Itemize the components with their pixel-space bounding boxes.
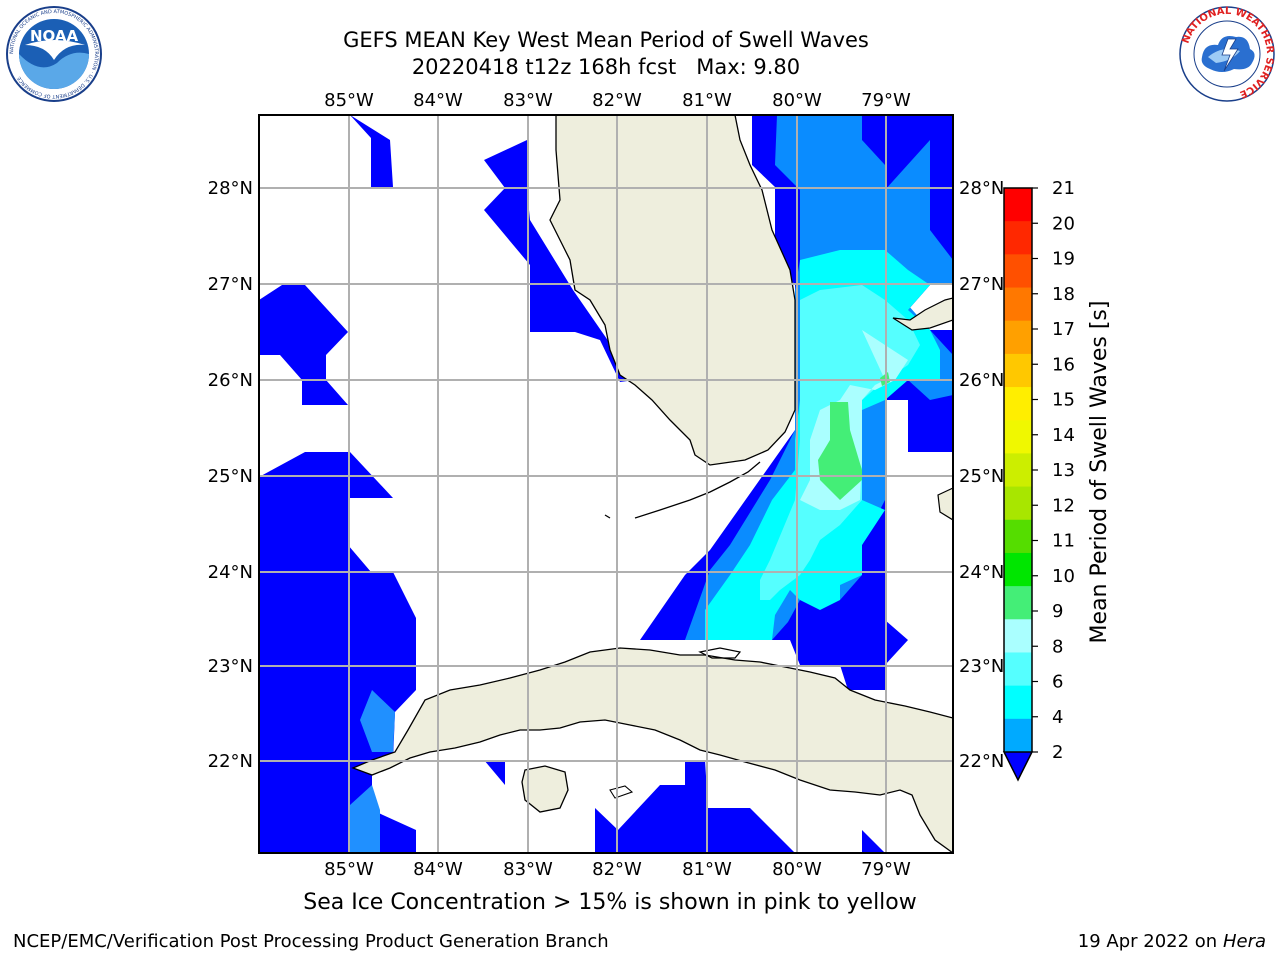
colorbar-segment [1004,519,1032,554]
lon-label: 80°W [772,90,822,111]
lon-label: 82°W [592,859,642,880]
lat-label: 26°N [959,370,1004,391]
colorbar-segment [1004,287,1032,322]
colorbar-segment [1004,387,1032,421]
lat-label: 25°N [959,466,1004,487]
graticule [259,115,953,853]
lat-labels-left: 28°N 27°N 26°N 25°N 24°N 23°N 22°N [208,178,253,772]
colorbar-tick-label: 4 [1052,707,1063,728]
lat-label: 23°N [208,656,253,677]
grand-bahama [892,297,953,331]
footer-host: Hera [1222,931,1266,952]
colorbar-segment [1004,619,1032,653]
nws-logo: NATIONAL WEATHER SERVICE [1179,6,1275,102]
colorbar-tick-label: 9 [1052,601,1063,622]
lat-label: 27°N [959,274,1004,295]
colorbar-tick-label: 18 [1052,284,1075,305]
colorbar-segment [1004,188,1032,222]
footer-credit: NCEP/EMC/Verification Post Processing Pr… [13,931,609,952]
colorbar-segment [1004,552,1032,587]
lat-label: 22°N [959,751,1004,772]
colorbar-extend-arrow [1002,751,1034,782]
colorbar-tick-label: 15 [1052,390,1075,411]
colorbar-segment [1004,586,1032,620]
lon-label: 80°W [772,859,822,880]
colorbar-tick-label: 10 [1052,566,1075,587]
map-frame [258,114,954,854]
lon-label: 79°W [861,90,911,111]
lat-label: 28°N [208,178,253,199]
colorbar-tick-label: 12 [1052,495,1075,516]
colorbar-tick-label: 8 [1052,636,1063,657]
lon-label: 85°W [324,90,374,111]
colorbar-tick-label: 20 [1052,213,1075,234]
colorbar-tick-label: 16 [1052,354,1075,375]
lon-label: 85°W [324,859,374,880]
footer-date-text: 19 Apr 2022 on [1077,931,1218,952]
colorbar-tick-label: 2 [1052,742,1063,763]
colorbar: 21 20 19 18 17 16 15 14 13 12 11 10 9 8 6 4 2 [1002,178,1075,782]
lat-label: 23°N [959,656,1004,677]
colorbar-segment [1004,652,1032,687]
colorbar-segment [1004,353,1032,388]
florida-keys [634,461,761,519]
lon-label: 81°W [682,90,732,111]
colorbar-tick-label: 6 [1052,672,1063,693]
cuba-cays [698,647,742,659]
lat-label: 22°N [208,751,253,772]
lat-label: 24°N [959,562,1004,583]
lon-label: 84°W [413,90,463,111]
noaa-logo-text: NOAA [30,27,79,45]
colorbar-segment [1004,221,1032,255]
lat-label: 28°N [959,178,1004,199]
footer-date: 19 Apr 2022 on Hera [1078,931,1266,952]
lat-label: 25°N [208,466,253,487]
colorbar-tick-label: 14 [1052,425,1075,446]
lon-label: 82°W [592,90,642,111]
cuba-south-cays [609,785,634,799]
dry-tortugas [604,514,611,519]
lat-label: 27°N [208,274,253,295]
colorbar-segment [1004,685,1032,720]
colorbar-tick-label: 13 [1052,460,1075,481]
colorbar-segment [1004,453,1032,488]
colorbar-segment [1004,486,1032,521]
lat-labels-right: 28°N 27°N 26°N 25°N 24°N 23°N 22°N [959,178,1004,772]
lon-labels-top: 85°W 84°W 83°W 82°W 81°W 80°W 79°W [324,90,911,111]
lon-label: 83°W [503,859,553,880]
lat-label: 26°N [208,370,253,391]
lon-labels-bottom: 85°W 84°W 83°W 82°W 81°W 80°W 79°W [324,859,911,880]
colorbar-segment [1004,254,1032,289]
colorbar-tick-label: 11 [1052,531,1075,552]
lon-label: 81°W [682,859,732,880]
lon-label: 83°W [503,90,553,111]
colorbar-segment [1004,718,1032,753]
colorbar-segment [1004,320,1032,355]
map-title: GEFS MEAN Key West Mean Period of Swell … [343,28,869,52]
noaa-logo: NOAA NATIONAL OCEANIC AND ATMOSPHERIC AD… [6,6,102,102]
colorbar-segment [1004,420,1032,454]
map-area [259,115,953,853]
colorbar-tick-label: 19 [1052,249,1075,270]
lat-label: 24°N [208,562,253,583]
colorbar-label: Mean Period of Swell Waves [s] [1087,301,1112,644]
florida-land [549,115,796,466]
lon-label: 84°W [413,859,463,880]
lon-label: 79°W [861,859,911,880]
cuba-land [351,647,953,853]
colorbar-tick-label: 17 [1052,319,1075,340]
colorbar-tick-label: 21 [1052,178,1075,199]
map-subtitle: 20220418 t12z 168h fcst Max: 9.80 [411,55,801,79]
andros-island [937,487,953,521]
isla-juventud [521,765,569,813]
sea-ice-caption: Sea Ice Concentration > 15% is shown in … [303,890,917,915]
